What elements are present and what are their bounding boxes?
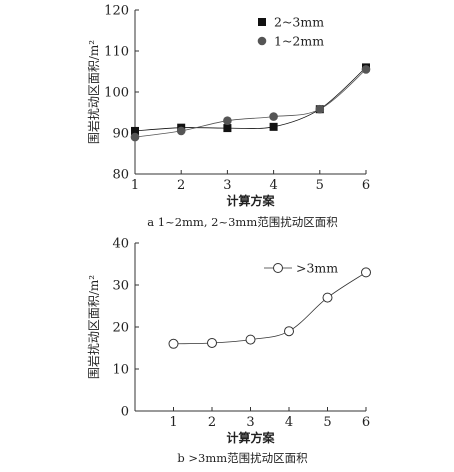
data-point — [284, 326, 294, 337]
x-tick-label: 4 — [269, 178, 277, 193]
chart-caption: b >3mm范围扰动区面积 — [177, 451, 308, 465]
data-point — [130, 132, 140, 142]
data-point — [315, 104, 325, 114]
y-tick-label: 90 — [112, 127, 129, 142]
x-tick-label: 2 — [208, 415, 216, 430]
x-axis-title: 计算方案 — [226, 193, 275, 208]
legend-marker — [273, 263, 283, 273]
y-axis-title: 围岩扰动区面积/m² — [86, 275, 101, 379]
chart-caption: a 1~2mm, 2~3mm范围扰动区面积 — [147, 215, 338, 229]
data-point — [223, 116, 232, 125]
y-tick-label: 110 — [104, 45, 129, 60]
series-line — [134, 69, 367, 138]
x-tick-label: 6 — [362, 178, 370, 193]
x-tick-label: 3 — [246, 415, 254, 430]
data-point — [269, 122, 278, 131]
data-point — [322, 292, 333, 303]
legend-label: 2~3mm — [274, 15, 324, 30]
y-tick-label: 120 — [104, 4, 129, 19]
data-point — [207, 337, 217, 348]
x-tick-label: 1 — [131, 178, 139, 193]
x-tick-label: 2 — [177, 178, 185, 193]
y-tick-label: 40 — [112, 237, 129, 252]
data-point — [223, 124, 232, 133]
data-point — [245, 334, 256, 345]
x-tick-label: 5 — [316, 178, 324, 193]
x-tick-label: 5 — [323, 415, 331, 430]
legend-label: 1~2mm — [274, 34, 324, 49]
legend-marker — [258, 18, 266, 26]
x-tick-label: 3 — [223, 178, 231, 193]
data-point — [361, 267, 371, 278]
data-point — [168, 338, 179, 349]
data-point — [361, 65, 371, 74]
y-tick-label: 100 — [104, 86, 129, 101]
legend-marker — [257, 36, 267, 46]
data-point — [176, 126, 186, 136]
series-line — [173, 272, 367, 345]
y-tick-label: 30 — [112, 279, 129, 294]
y-tick-label: 0 — [121, 405, 129, 420]
legend-label: >3mm — [296, 261, 338, 276]
x-tick-label: 4 — [285, 415, 293, 430]
y-tick-label: 80 — [112, 168, 129, 183]
y-axis-title: 围岩扰动区面积/m² — [86, 40, 101, 144]
y-tick-label: 10 — [112, 363, 129, 378]
x-tick-label: 6 — [362, 415, 370, 430]
data-point — [131, 126, 139, 135]
y-tick-label: 20 — [112, 321, 129, 336]
x-tick-label: 1 — [169, 415, 177, 430]
series-line — [134, 67, 367, 132]
data-point — [269, 112, 278, 121]
x-axis-title: 计算方案 — [226, 430, 275, 445]
